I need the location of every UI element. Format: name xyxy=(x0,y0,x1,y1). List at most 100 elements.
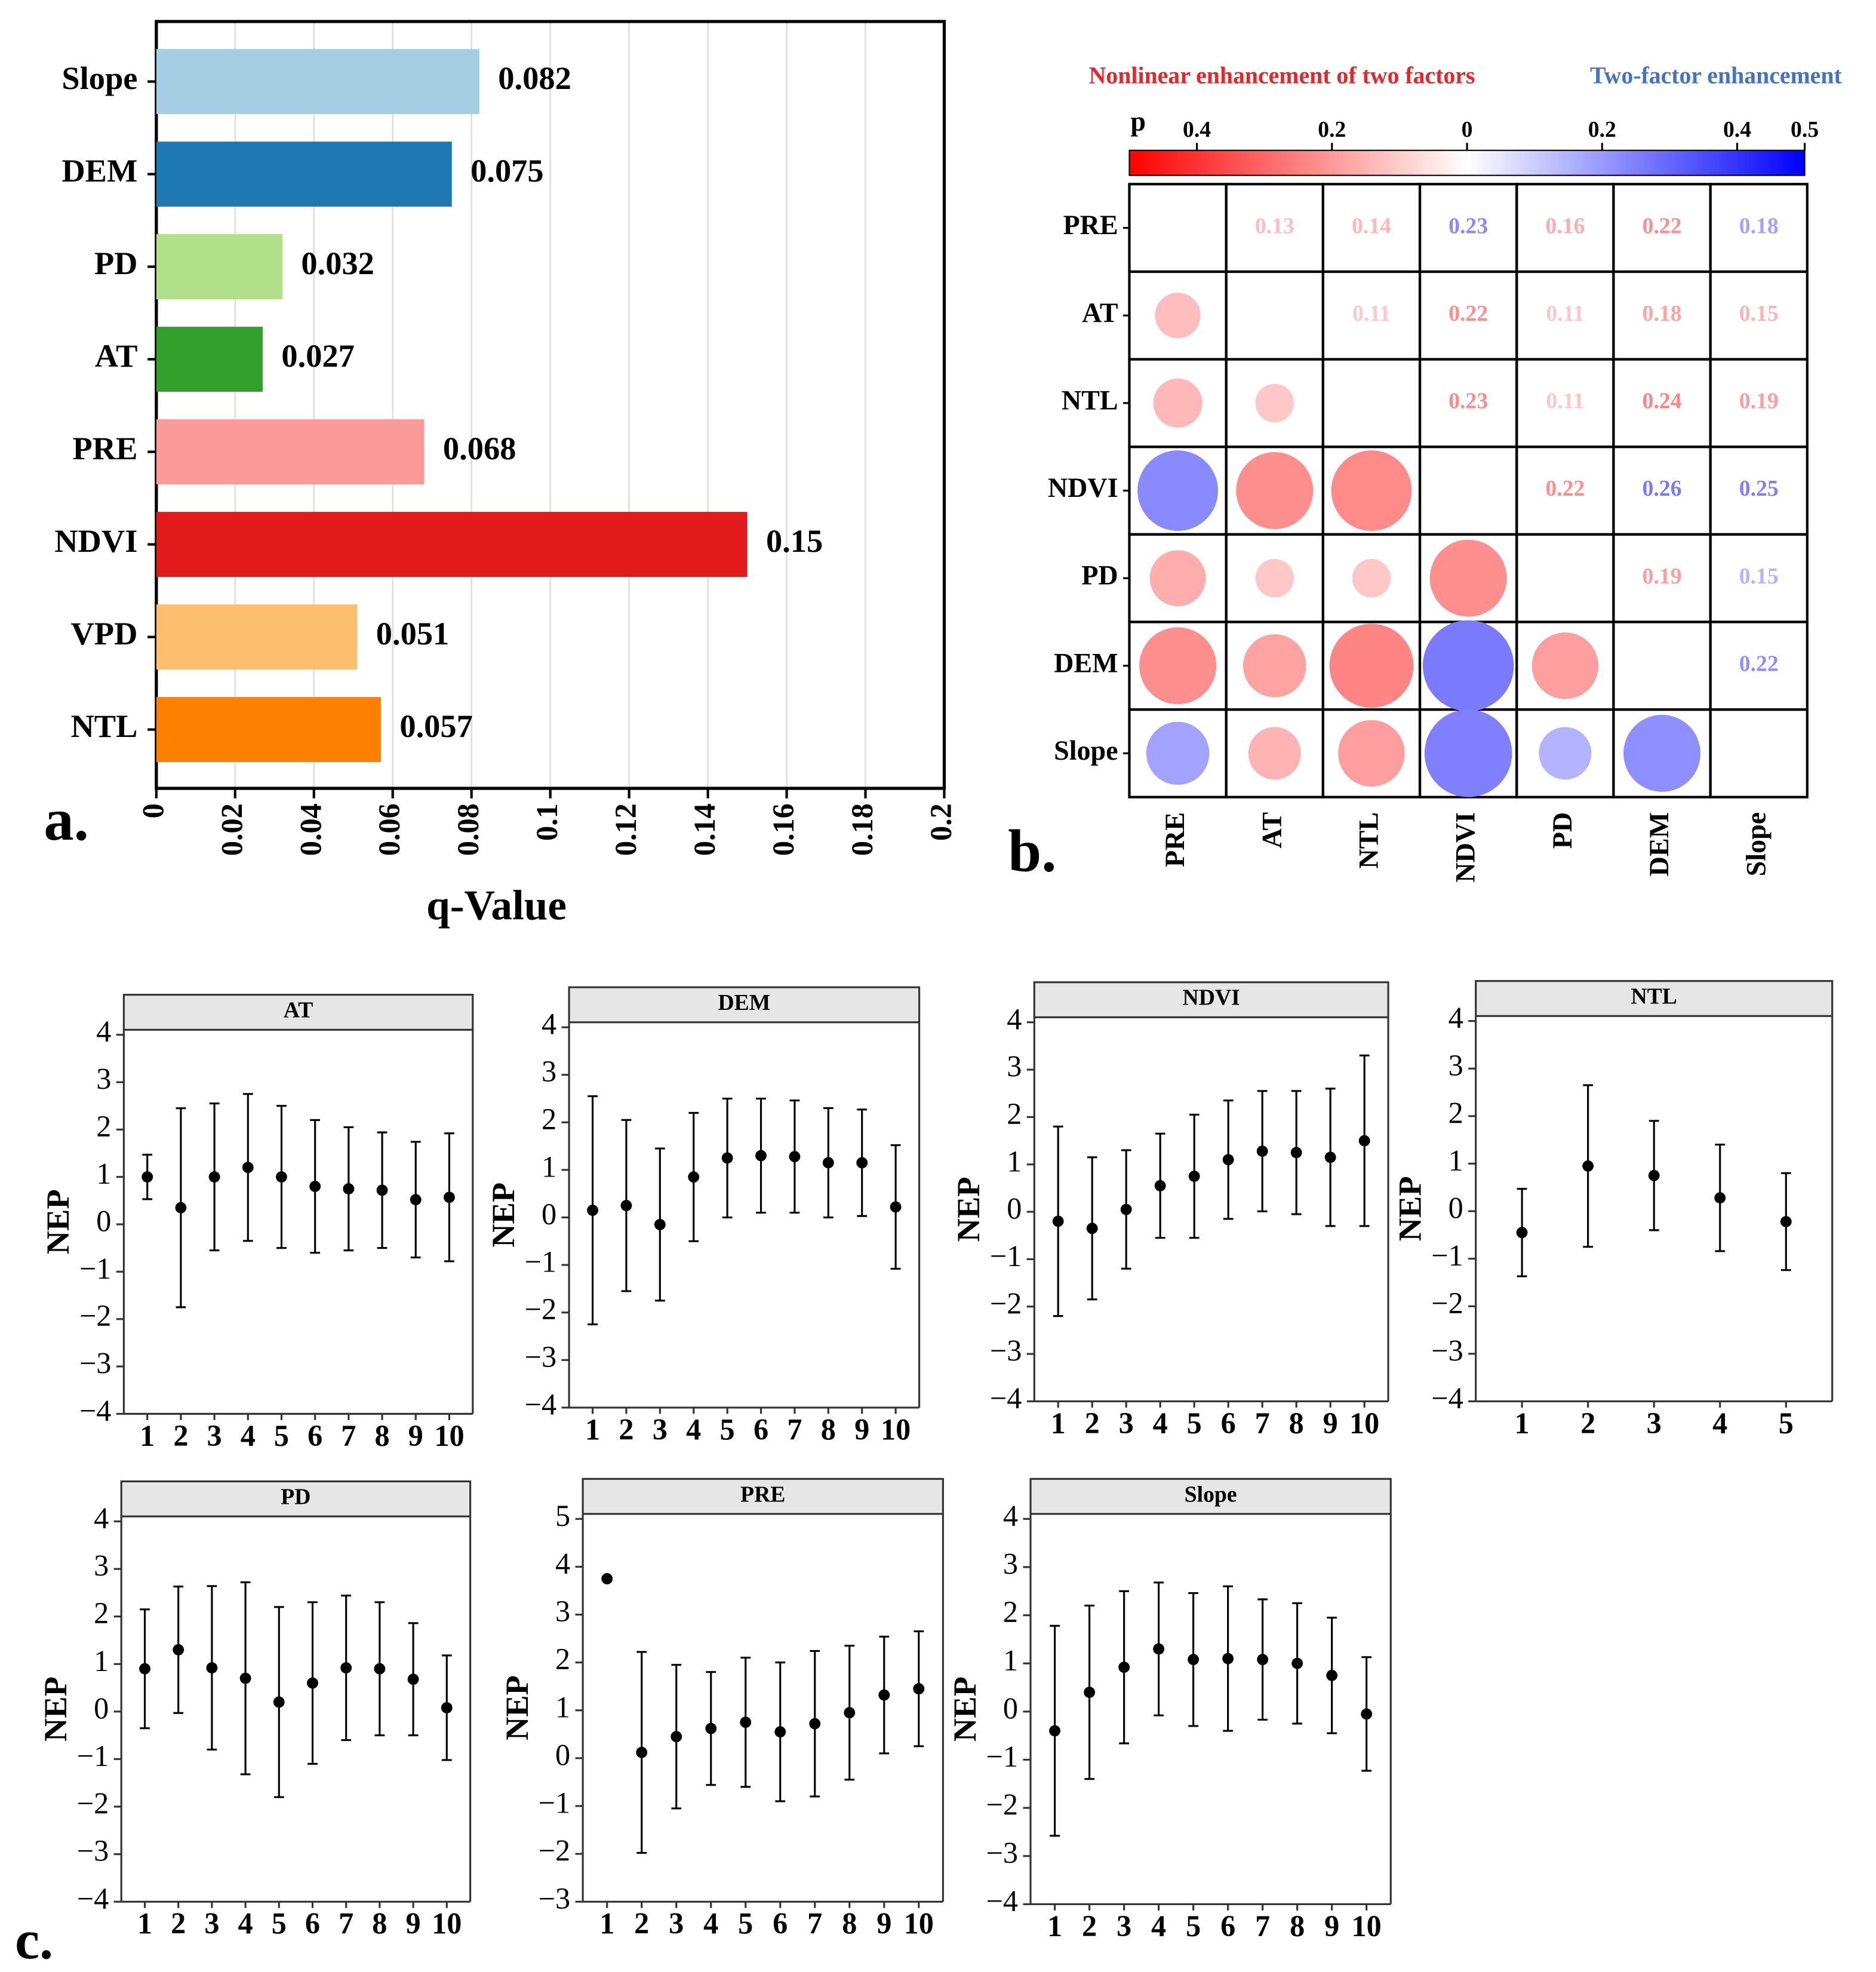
cell-circle xyxy=(1331,450,1412,531)
colorbar-tick-label: 0 xyxy=(1462,117,1473,142)
panel-label: b. xyxy=(1008,817,1056,884)
y-tick-label: VPD xyxy=(70,615,137,652)
colorbar-tick-label: 0.5 xyxy=(1791,117,1819,142)
x-tick-label: 8 xyxy=(374,1419,389,1452)
x-tick-label: 6 xyxy=(1220,1909,1235,1943)
x-tick-label: 4 xyxy=(1151,1909,1166,1943)
y-tick-label: −1 xyxy=(990,1239,1022,1273)
x-tick-label: 2 xyxy=(171,1907,186,1940)
point xyxy=(206,1662,218,1674)
y-tick-label: 1 xyxy=(1003,1644,1018,1677)
x-tick-label: 10 xyxy=(1352,1909,1382,1943)
strip-header xyxy=(120,1480,472,1518)
y-tick-label: 1 xyxy=(1448,1144,1463,1177)
y-tick-label: NDVI xyxy=(54,523,137,559)
x-tick-label: 1 xyxy=(1515,1406,1530,1440)
y-tick-label: 4 xyxy=(96,1015,111,1048)
panel-title: DEM xyxy=(718,990,770,1015)
point xyxy=(1256,1145,1268,1157)
y-tick-label: −3 xyxy=(525,1340,556,1374)
point xyxy=(444,1191,455,1203)
point xyxy=(307,1677,318,1689)
y-tick-label: 1 xyxy=(1007,1144,1022,1178)
value-label: 0.032 xyxy=(301,245,374,281)
value-label: 0.027 xyxy=(281,337,355,374)
y-tick-label: −1 xyxy=(525,1245,556,1279)
matrix-cell xyxy=(1321,358,1422,449)
y-tick-label: −2 xyxy=(990,1286,1022,1320)
matrix-cell xyxy=(1225,270,1324,361)
point xyxy=(410,1194,422,1206)
value-label: 0.075 xyxy=(470,152,544,189)
x-tick-label: 2 xyxy=(1082,1909,1097,1943)
matrix-cell xyxy=(1612,621,1712,711)
point xyxy=(1118,1661,1130,1673)
point xyxy=(1153,1643,1165,1655)
y-tick-label: 2 xyxy=(96,1110,111,1143)
y-tick-label: 0 xyxy=(96,1205,111,1238)
bar xyxy=(156,512,748,578)
y-tick-label: 3 xyxy=(1448,1049,1463,1082)
point xyxy=(671,1731,682,1743)
row-label: PD xyxy=(1081,560,1118,591)
cell-circle xyxy=(1137,450,1219,531)
x-tick-label: 5 xyxy=(1779,1406,1794,1440)
y-axis-label: NEP xyxy=(499,1675,535,1740)
colorbar-tick-label: 0.2 xyxy=(1588,117,1616,142)
point xyxy=(242,1162,254,1174)
cell-circle xyxy=(1255,383,1294,423)
point xyxy=(343,1183,355,1194)
y-tick-label: NTL xyxy=(70,708,137,744)
y-tick-label: −3 xyxy=(539,1882,570,1915)
legend-title-left: Nonlinear enhancement of two factors xyxy=(1089,62,1475,88)
y-tick-label: −4 xyxy=(986,1884,1018,1918)
y-tick-label: −2 xyxy=(79,1299,111,1332)
x-tick-label: 0.02 xyxy=(215,803,248,856)
y-tick-label: −4 xyxy=(525,1387,556,1421)
x-tick-label: 0.04 xyxy=(294,803,327,856)
point xyxy=(856,1157,868,1169)
cell-circle xyxy=(1352,558,1391,598)
y-tick-label: 2 xyxy=(1007,1097,1022,1131)
x-tick-label: 9 xyxy=(1324,1909,1339,1943)
point xyxy=(407,1673,419,1685)
point xyxy=(809,1718,821,1730)
point xyxy=(688,1171,700,1183)
y-tick-label: −4 xyxy=(1431,1381,1463,1415)
colorbar-tick-label: 0.2 xyxy=(1318,117,1346,142)
cell-value-label: 0.11 xyxy=(1546,389,1584,414)
colorbar-tick-label: 0.4 xyxy=(1723,117,1751,142)
point xyxy=(1222,1652,1234,1664)
y-tick-label: 2 xyxy=(1448,1096,1463,1129)
y-tick-label: 1 xyxy=(96,1157,111,1190)
cell-value-label: 0.25 xyxy=(1739,476,1779,501)
cell-circle xyxy=(1424,709,1512,797)
x-tick-label: 7 xyxy=(339,1907,353,1940)
x-tick-label: 10 xyxy=(1349,1406,1379,1440)
x-tick-label: 8 xyxy=(821,1412,836,1446)
y-tick-label: 1 xyxy=(555,1690,570,1724)
x-tick-label: 9 xyxy=(408,1419,423,1452)
column-label: DEM xyxy=(1644,812,1674,877)
cell-circle xyxy=(1429,539,1507,617)
column-label: NDVI xyxy=(1450,812,1481,883)
point xyxy=(139,1663,150,1675)
point xyxy=(774,1726,786,1738)
value-label: 0.057 xyxy=(399,708,473,744)
strip-header xyxy=(122,994,474,1031)
point xyxy=(1358,1135,1370,1147)
point xyxy=(142,1171,153,1183)
cell-value-label: 0.23 xyxy=(1448,213,1488,238)
x-tick-label: 6 xyxy=(307,1419,322,1452)
strip-header xyxy=(1033,981,1389,1018)
y-tick-label: −2 xyxy=(77,1787,109,1820)
y-tick-label: −2 xyxy=(539,1834,570,1867)
point xyxy=(721,1152,733,1164)
y-tick-label: −3 xyxy=(1431,1334,1463,1367)
x-tick-label: 3 xyxy=(1119,1406,1134,1440)
cell-value-label: 0.14 xyxy=(1352,213,1391,238)
cell-circle xyxy=(1146,721,1210,785)
cell-value-label: 0.18 xyxy=(1739,213,1779,238)
cell-circle xyxy=(1422,620,1514,712)
y-tick-label: 5 xyxy=(555,1499,570,1532)
